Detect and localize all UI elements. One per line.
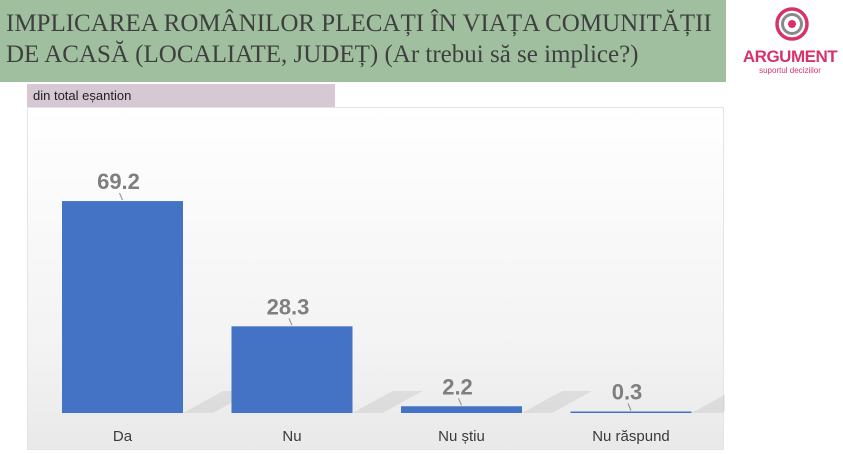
data-label-leader xyxy=(119,192,123,201)
category-label: Nu răspund xyxy=(592,428,670,445)
bar-1 xyxy=(231,326,353,413)
bar-shadow xyxy=(522,391,592,413)
bar-shadow xyxy=(691,394,725,413)
argument-logo: ARGUMENT suportul deciziilor xyxy=(738,4,842,80)
chart-panel: 69.2 Da 28.3 Nu 2.2 Nu știu 0.3 Nu răspund xyxy=(27,107,725,450)
title-band: IMPLICAREA ROMÂNILOR PLECAȚI ÎN VIAȚA CO… xyxy=(0,0,726,82)
data-label: 0.3 xyxy=(612,380,643,405)
data-label: 69.2 xyxy=(97,169,140,194)
bar-3 xyxy=(570,411,692,413)
logo-tagline: suportul deciziilor xyxy=(759,66,821,75)
data-label-leader xyxy=(288,318,293,326)
category-label: Nu xyxy=(282,428,301,445)
argument-ring-logo-icon xyxy=(775,7,809,41)
data-label: 28.3 xyxy=(267,294,310,319)
category-label: Da xyxy=(113,428,133,445)
category-label: Nu știu xyxy=(438,428,485,445)
bar-chart: 69.2 Da 28.3 Nu 2.2 Nu știu 0.3 Nu răspund xyxy=(62,169,725,445)
bar-0 xyxy=(62,201,183,413)
data-label-leader xyxy=(627,403,632,411)
bar-2 xyxy=(401,406,522,413)
subtitle-tab: din total eșantion xyxy=(27,84,335,107)
data-label-leader xyxy=(458,398,462,406)
data-label: 2.2 xyxy=(442,374,473,399)
logo-wordmark: ARGUMENT xyxy=(742,47,838,66)
bar-shadow xyxy=(352,391,423,413)
subtitle: din total eșantion xyxy=(33,88,132,103)
page-title: IMPLICAREA ROMÂNILOR PLECAȚI ÎN VIAȚA CO… xyxy=(6,10,712,68)
